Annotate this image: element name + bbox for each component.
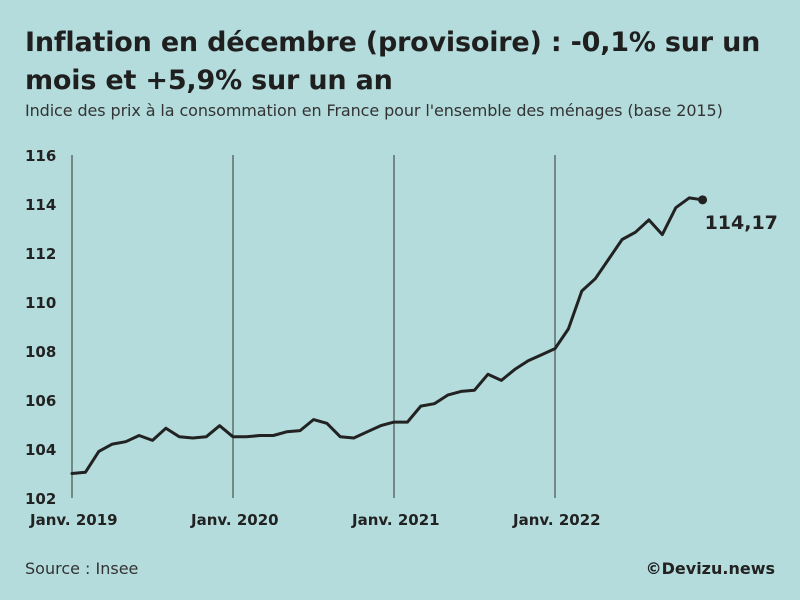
x-tick-label: Janv. 2022 <box>512 511 601 529</box>
x-tick-label: Janv. 2021 <box>351 511 440 529</box>
y-tick-label: 112 <box>25 245 56 263</box>
x-tick-label: Janv. 2019 <box>29 511 118 529</box>
y-tick-label: 110 <box>25 294 56 312</box>
y-tick-label: 116 <box>25 147 56 165</box>
y-tick-label: 114 <box>25 196 56 214</box>
source-note: Source : Insee <box>25 559 139 578</box>
chart-title: Inflation en décembre (provisoire) : -0,… <box>25 27 761 96</box>
y-tick-label: 104 <box>25 441 56 459</box>
last-value-label: 114,17 <box>705 212 778 234</box>
x-axis-ticks: Janv. 2019 Janv. 2020 Janv. 2021 Janv. 2022 <box>29 511 601 529</box>
x-tick-label: Janv. 2020 <box>190 511 279 529</box>
series: 114,17 <box>70 195 778 475</box>
y-tick-label: 102 <box>25 490 56 508</box>
chart-subtitle: Indice des prix à la consommation en Fra… <box>25 101 723 120</box>
series-line-0 <box>70 196 705 475</box>
grid <box>71 155 556 498</box>
y-axis-ticks: 102 104 106 108 110 112 114 116 <box>25 147 56 508</box>
y-tick-label: 106 <box>25 392 56 410</box>
last-point <box>698 195 708 205</box>
credit: ©Devizu.news <box>645 559 775 578</box>
y-tick-label: 108 <box>25 343 56 361</box>
